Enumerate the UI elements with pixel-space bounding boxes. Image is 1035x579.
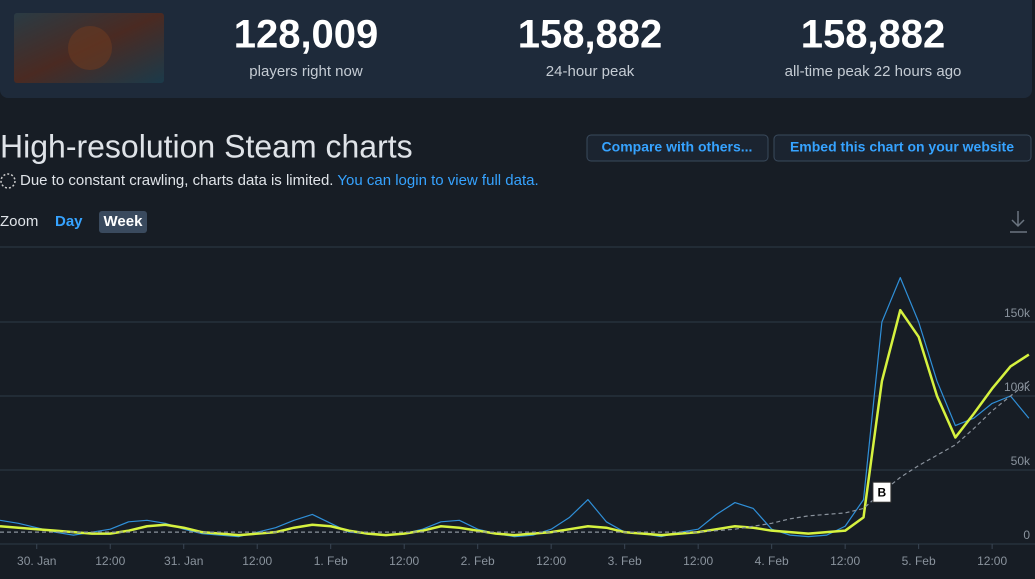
zoom-option[interactable]: Day (55, 213, 83, 230)
button-label[interactable]: Compare with others... (602, 139, 753, 155)
x-tick-label: 12:00 (242, 554, 272, 568)
x-tick-label: 2. Feb (461, 554, 495, 568)
stat-value: 158,882 (518, 13, 663, 57)
series-line (0, 308, 1030, 537)
annotation-label: B (878, 485, 887, 499)
stat-label: 24-hour peak (546, 63, 635, 80)
stat-value: 158,882 (801, 13, 946, 57)
x-tick-label: 12:00 (977, 554, 1007, 568)
stat-label: players right now (249, 63, 363, 80)
x-tick-label: 4. Feb (755, 554, 789, 568)
button-label[interactable]: Embed this chart on your website (790, 139, 1014, 155)
x-tick-label: 3. Feb (608, 554, 642, 568)
login-link[interactable]: You can login to view full data. (337, 172, 538, 189)
x-tick-label: 12:00 (536, 554, 566, 568)
button[interactable] (773, 134, 1032, 162)
x-tick-label: 12:00 (830, 554, 860, 568)
y-tick-label: 50k (1011, 454, 1031, 468)
zoom-label: Zoom (0, 213, 38, 230)
x-tick-label: 12:00 (683, 554, 713, 568)
y-tick-label: 100k (1004, 380, 1031, 394)
button[interactable] (586, 134, 769, 162)
x-tick-label: 12:00 (95, 554, 125, 568)
x-tick-label: 31. Jan (164, 554, 203, 568)
logo-emblem (68, 26, 112, 70)
x-tick-label: 12:00 (389, 554, 419, 568)
annotation-box (872, 481, 892, 503)
stat-label: all-time peak 22 hours ago (785, 63, 962, 80)
notice: Due to constant crawling, charts data is… (20, 172, 539, 189)
stat-value: 128,009 (234, 13, 379, 57)
page-title: High-resolution Steam charts (0, 128, 413, 164)
header-panel (0, 0, 1032, 98)
zoom-option[interactable]: Week (104, 213, 144, 230)
x-tick-label: 5. Feb (902, 554, 936, 568)
zoom-selected (99, 211, 147, 233)
y-tick-label: 0 (1023, 528, 1030, 542)
x-tick-label: 30. Jan (17, 554, 56, 568)
notice-text: Due to constant crawling, charts data is… (20, 172, 333, 189)
download-glyph[interactable] (1010, 211, 1027, 233)
x-tick-label: 1. Feb (314, 554, 348, 568)
loading-icon (0, 173, 16, 189)
y-tick-label: 150k (1004, 306, 1031, 320)
plot: 0 50k 100k 150k 30. Jan 12:00 31. Jan 12:00 1. F… (0, 277, 1035, 568)
series-line (0, 380, 1030, 533)
download-icon[interactable] (1010, 211, 1027, 233)
